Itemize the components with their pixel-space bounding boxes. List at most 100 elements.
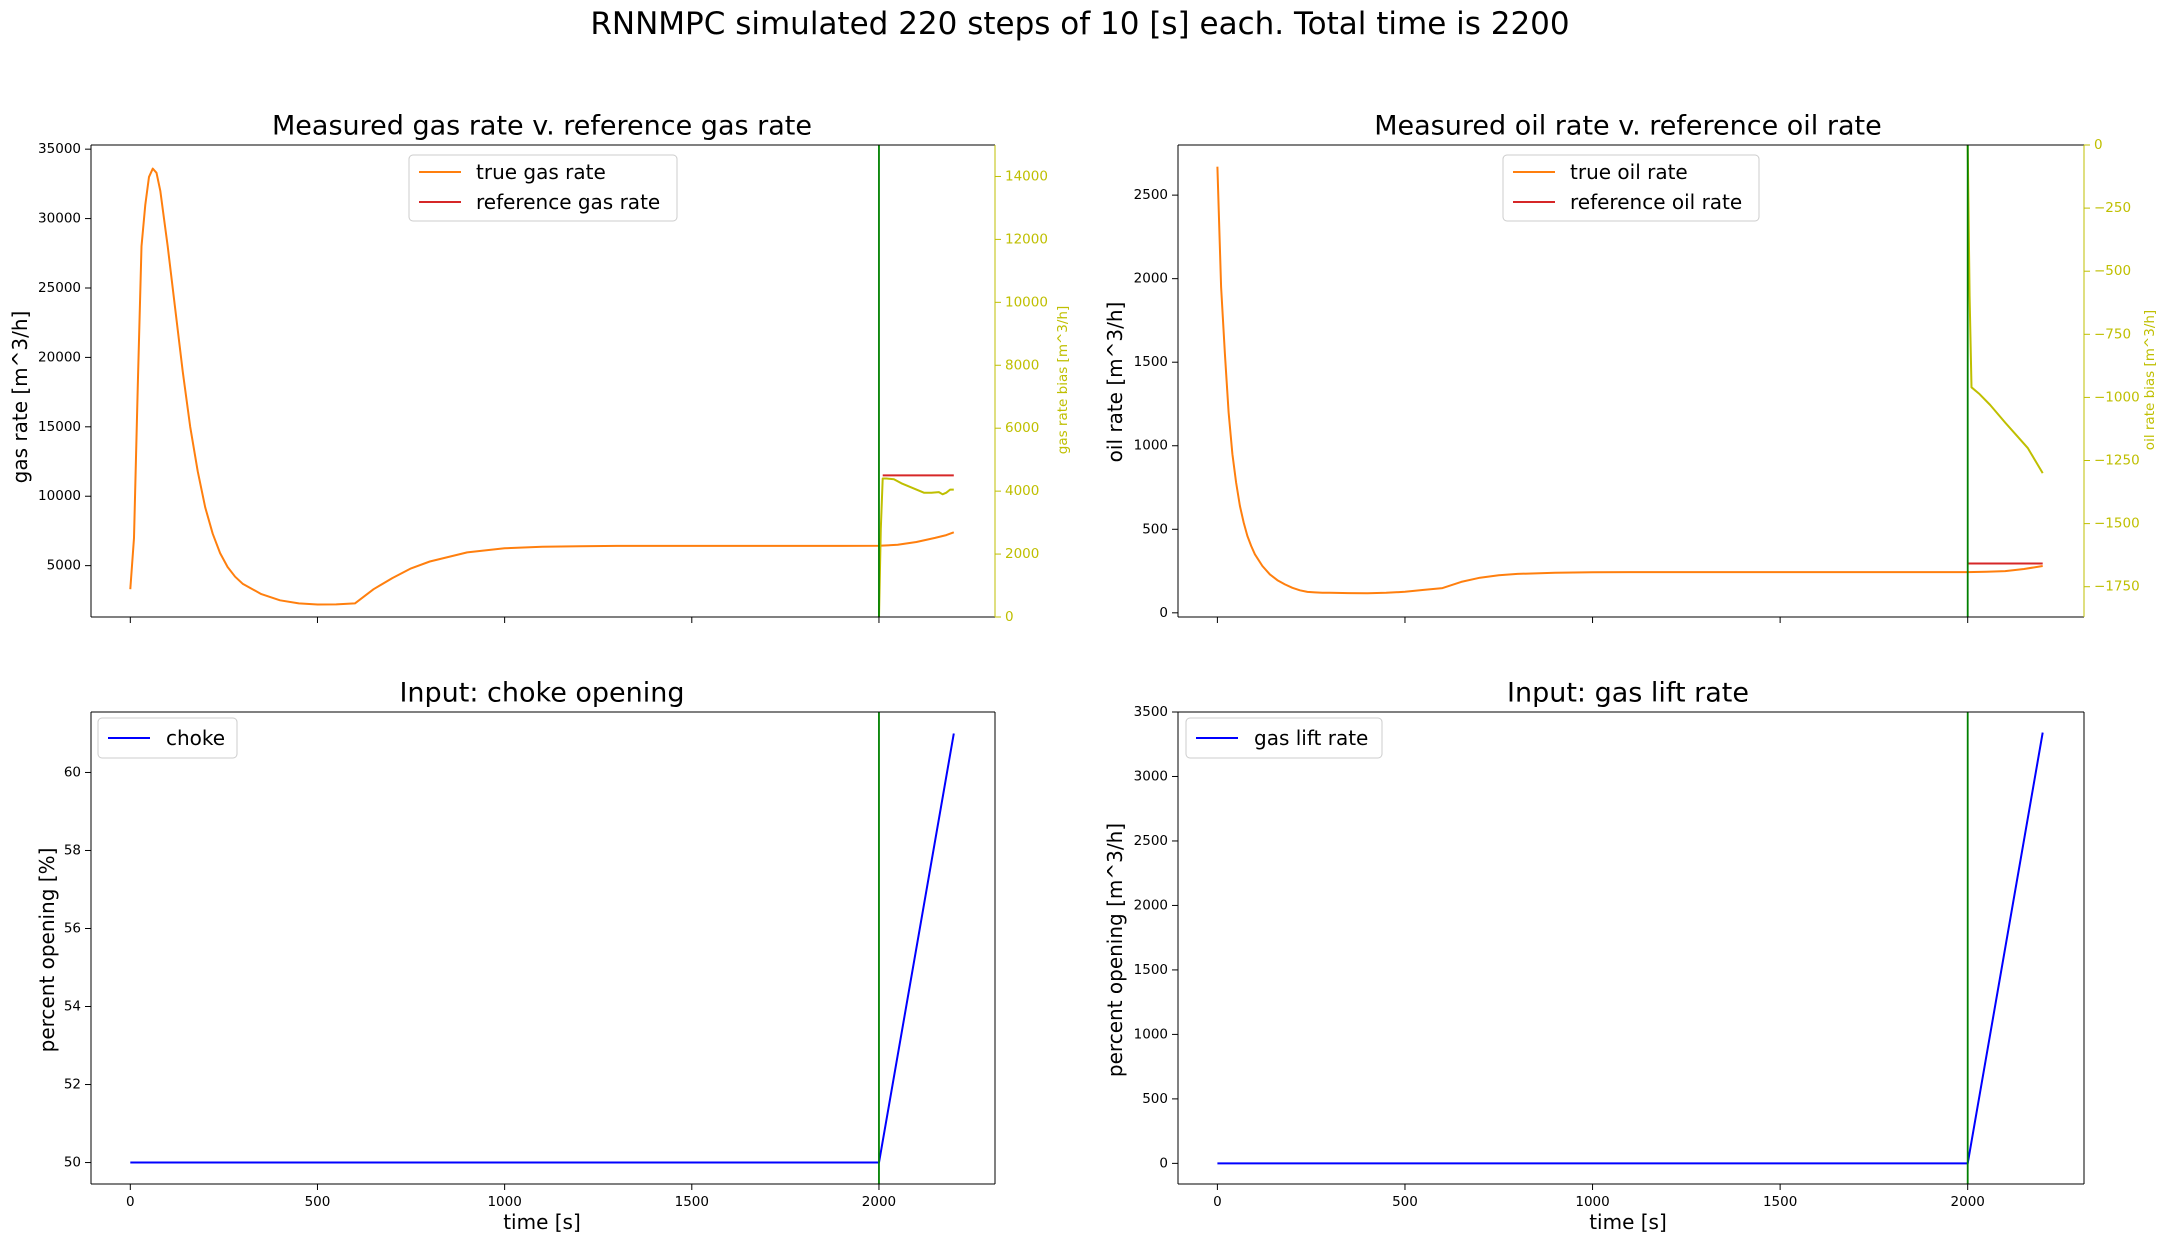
- gas-ytick-label: 25000: [38, 280, 81, 296]
- gas-y2tick: 4000: [995, 483, 1039, 499]
- choke-ytick: 60: [64, 764, 91, 780]
- gas-legend-box: [408, 154, 678, 222]
- oil-ytick: 2000: [1134, 271, 1178, 287]
- panel-oil-rate: 0 500 1000 1500 2000 2500 0 −250 −500 −750 −1000 −1…: [1103, 111, 2158, 623]
- oil-line-bias: [1966, 145, 2044, 474]
- oil-ytick-label: 2000: [1134, 271, 1168, 287]
- gaslift-xtick: 2000: [1951, 1184, 1985, 1210]
- gaslift-x-axis-label: time [s]: [1589, 1210, 1667, 1234]
- gaslift-ytick: 500: [1142, 1091, 1178, 1107]
- choke-legend: choke: [97, 717, 238, 759]
- choke-xtick-label: 0: [126, 1194, 135, 1210]
- gaslift-ytick-label: 3500: [1134, 704, 1168, 720]
- gaslift-ytick-label: 2000: [1134, 897, 1168, 913]
- choke-xtick: 500: [305, 1184, 330, 1210]
- choke-xtick: 1000: [487, 1184, 522, 1210]
- choke-plot-area: 0 500 1000 1500 2000 50 52 54 56 58 60: [64, 711, 996, 1210]
- choke-xtick-label: 1500: [675, 1194, 709, 1210]
- choke-ytick-label: 50: [64, 1155, 81, 1171]
- oil-y2tick-label: −250: [2094, 200, 2131, 216]
- oil-y2tick: −500: [2084, 263, 2131, 279]
- oil-line-true: [1216, 166, 2043, 595]
- gas-y2tick-label: 2000: [1005, 546, 1039, 562]
- gas-y2tick: 2000: [995, 546, 1039, 562]
- oil-y2tick: −1000: [2084, 389, 2140, 405]
- choke-ytick: 56: [64, 920, 91, 936]
- gas-y2tick: 14000: [995, 168, 1048, 184]
- oil-ytick: 1500: [1134, 354, 1178, 370]
- oil-y2tick-label: −1250: [2094, 453, 2140, 469]
- gas-ytick-label: 20000: [38, 349, 81, 365]
- gas-series-group: [129, 167, 955, 617]
- gaslift-legend-label: gas lift rate: [1254, 726, 1368, 750]
- choke-y-axis-label: percent opening [%]: [35, 848, 59, 1053]
- oil-legend-ref-label: reference oil rate: [1570, 190, 1742, 214]
- gaslift-ytick: 2000: [1134, 897, 1178, 913]
- choke-ytick-label: 54: [64, 999, 81, 1015]
- gas-ytick: 10000: [38, 488, 91, 504]
- gas-y2tick-label: 8000: [1005, 357, 1039, 373]
- oil-y2tick-label: −1750: [2094, 579, 2140, 595]
- choke-ytick: 58: [64, 842, 91, 858]
- choke-xtick: 0: [126, 1184, 135, 1210]
- gaslift-ytick: 2500: [1134, 833, 1178, 849]
- oil-legend-box: [1502, 154, 1760, 222]
- oil-ytick-label: 1000: [1134, 438, 1168, 454]
- gaslift-plot-area: 0 500 1000 1500 2000 0 500 1000 1500 2000 2500 3000…: [1134, 704, 2085, 1210]
- oil-ytick-label: 2500: [1134, 187, 1168, 203]
- gas-y2tick-label: 4000: [1005, 483, 1039, 499]
- gas-y2tick-label: 14000: [1005, 168, 1048, 184]
- gaslift-ytick-label: 500: [1142, 1091, 1168, 1107]
- oil-y2tick-label: −1000: [2094, 389, 2140, 405]
- gaslift-xtick-label: 500: [1392, 1194, 1418, 1210]
- oil-plot-area: 0 500 1000 1500 2000 2500 0 −250 −500 −750 −1000 −1…: [1134, 137, 2140, 623]
- oil-ytick: 1000: [1134, 438, 1178, 454]
- gaslift-xtick-label: 0: [1213, 1194, 1222, 1210]
- choke-ytick-label: 52: [64, 1077, 81, 1093]
- oil-series-group: [1216, 145, 2044, 595]
- oil-y2tick: −1750: [2084, 579, 2140, 595]
- gas-ytick: 15000: [38, 419, 91, 435]
- choke-ytick-label: 60: [64, 764, 81, 780]
- gas-panel-title: Measured gas rate v. reference gas rate: [272, 111, 812, 142]
- oil-y2tick: −750: [2084, 326, 2131, 342]
- gas-ytick-label: 10000: [38, 488, 81, 504]
- choke-panel-title: Input: choke opening: [399, 678, 684, 709]
- gas-ytick: 5000: [47, 558, 91, 574]
- choke-ytick-label: 56: [64, 920, 81, 936]
- gas-ytick-label: 35000: [38, 141, 81, 157]
- gaslift-ytick: 1000: [1134, 1026, 1178, 1042]
- oil-y2tick-label: 0: [2094, 137, 2103, 153]
- gaslift-panel-title: Input: gas lift rate: [1507, 678, 1749, 709]
- oil-y2tick: −1250: [2084, 453, 2140, 469]
- gaslift-ytick-label: 0: [1159, 1155, 1168, 1171]
- gaslift-ytick: 1500: [1134, 962, 1178, 978]
- gas-y2tick-label: 6000: [1005, 420, 1039, 436]
- gas-y2tick-label: 10000: [1005, 294, 1048, 310]
- gas-line-true: [129, 167, 955, 606]
- gas-ytick: 25000: [38, 280, 91, 296]
- gaslift-line-input: [1217, 732, 2044, 1165]
- gas-legend-ref-label: reference gas rate: [476, 190, 660, 214]
- gas-y2tick-label: 12000: [1005, 231, 1048, 247]
- gas-ytick: 30000: [38, 211, 91, 227]
- oil-legend: true oil rate reference oil rate: [1502, 154, 1760, 222]
- choke-xtick: 1500: [675, 1184, 709, 1210]
- choke-ytick: 52: [64, 1077, 91, 1093]
- gas-ytick: 35000: [38, 141, 91, 157]
- choke-legend-box: [97, 717, 238, 759]
- oil-ytick-label: 0: [1159, 605, 1168, 621]
- gas-y2tick: 6000: [995, 420, 1039, 436]
- panel-gas-rate: 5000 10000 15000 20000 25000 30000 35000 0 2000 4…: [8, 111, 1071, 626]
- oil-ytick: 0: [1159, 605, 1178, 621]
- gas-y2-axis-label: gas rate bias [m^3/h]: [1055, 306, 1071, 455]
- choke-ytick: 54: [64, 999, 91, 1015]
- choke-xtick-label: 1000: [487, 1194, 521, 1210]
- oil-y2-axis-label: oil rate bias [m^3/h]: [2142, 310, 2158, 450]
- gas-y-axis-label: gas rate [m^3/h]: [8, 311, 32, 484]
- choke-line-input: [130, 733, 955, 1164]
- gas-line-bias: [878, 477, 954, 617]
- oil-y2tick: −1500: [2084, 516, 2140, 532]
- gas-ytick-label: 5000: [47, 558, 81, 574]
- gaslift-legend-box: [1185, 717, 1383, 759]
